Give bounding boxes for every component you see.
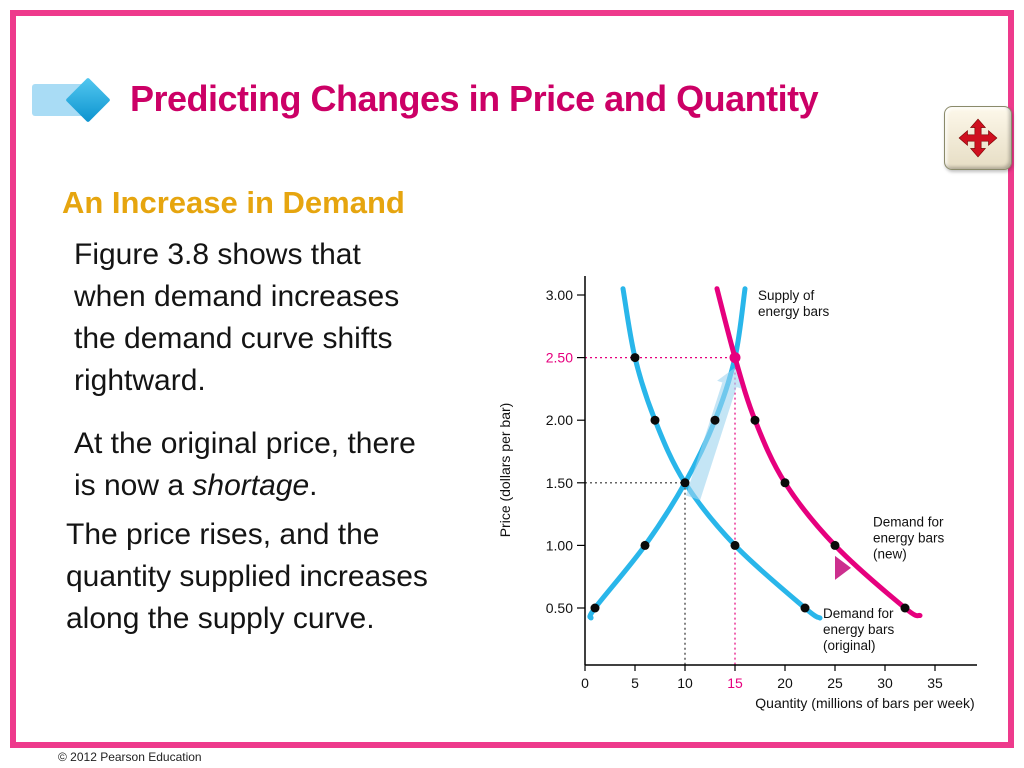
svg-text:1.00: 1.00	[546, 537, 573, 553]
svg-text:15: 15	[727, 675, 743, 691]
svg-text:10: 10	[677, 675, 693, 691]
paragraph-shortage-text: At the original price, there is now a	[74, 427, 416, 502]
svg-text:0.50: 0.50	[546, 600, 573, 616]
svg-text:Demand for: Demand for	[873, 515, 944, 530]
svg-text:5: 5	[631, 675, 639, 691]
supply-demand-figure: 0.50 1.00 1.50 2.00 2.50 3.00 0 5 10 15 20 25 30 35 Pr…	[497, 276, 977, 711]
svg-text:Supply of: Supply of	[758, 288, 815, 303]
svg-text:Price (dollars per bar): Price (dollars per bar)	[497, 403, 513, 538]
copyright-footer: © 2012 Pearson Education	[58, 750, 202, 764]
section-heading: An Increase in Demand	[62, 185, 405, 220]
paragraph-price-rises: The price rises, and the quantity suppli…	[66, 518, 428, 635]
svg-text:0: 0	[581, 675, 589, 691]
svg-text:Quantity (millions of bars per: Quantity (millions of bars per week)	[755, 695, 974, 711]
svg-text:energy bars: energy bars	[758, 304, 830, 319]
svg-text:Demand for: Demand for	[823, 606, 894, 621]
svg-text:(original): (original)	[823, 638, 876, 653]
paragraph-shortage-period: .	[309, 469, 318, 502]
slide-title: Predicting Changes in Price and Quantity	[130, 78, 819, 119]
move-arrows-icon	[958, 118, 998, 158]
navigation-button[interactable]	[944, 106, 1012, 170]
svg-text:energy bars: energy bars	[823, 622, 895, 637]
svg-text:energy bars: energy bars	[873, 531, 945, 546]
svg-text:2.00: 2.00	[546, 412, 573, 428]
svg-text:3.00: 3.00	[546, 287, 573, 303]
svg-text:(new): (new)	[873, 547, 907, 562]
svg-text:1.50: 1.50	[546, 475, 573, 491]
supply-demand-chart: 0.50 1.00 1.50 2.00 2.50 3.00 0 5 10 15 20 25 30 35 Pr…	[480, 240, 1024, 750]
shortage-word-italic: shortage	[192, 469, 310, 502]
svg-text:2.50: 2.50	[546, 350, 573, 366]
svg-text:30: 30	[877, 675, 893, 691]
paragraph-figure-description: Figure 3.8 shows that when demand increa…	[74, 238, 400, 397]
paragraph-shortage: At the original price, there is now a sh…	[74, 423, 416, 507]
svg-text:35: 35	[927, 675, 943, 691]
svg-text:20: 20	[777, 675, 793, 691]
svg-text:25: 25	[827, 675, 843, 691]
